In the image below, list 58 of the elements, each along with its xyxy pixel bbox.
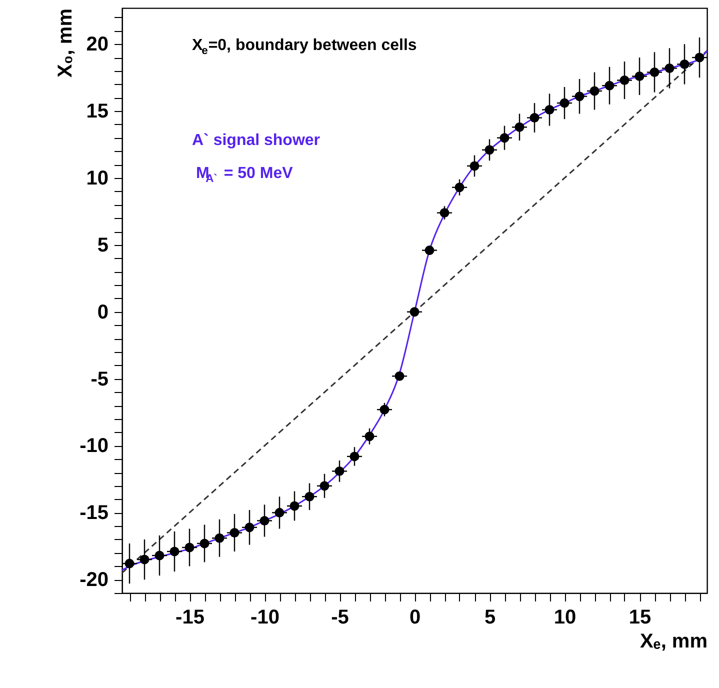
point [470,161,480,171]
point [394,371,404,381]
point [364,432,374,442]
point [664,64,674,73]
point [530,113,540,123]
point [214,533,224,543]
x-tick-label: 5 [484,606,496,628]
point [634,72,644,82]
y-tick-label: 5 [97,234,108,256]
point [454,182,464,192]
y-tick-label: -10 [80,435,108,458]
point [334,466,344,476]
point [590,86,600,96]
point [290,501,300,511]
y-tick-label: 0 [97,301,108,324]
point [274,508,284,518]
point [650,68,660,77]
point [244,522,254,532]
point [184,542,194,552]
point [154,550,164,560]
y-tick-label: 20 [86,34,108,56]
point [680,59,690,69]
point [320,481,330,491]
point [500,133,510,143]
y-tick-label: -15 [80,502,108,524]
y-tick-label: 10 [86,168,108,190]
point [484,145,494,155]
point [440,208,450,218]
point [230,528,240,538]
y-tick-label: 15 [86,100,108,123]
x-tick-label: 10 [554,606,576,628]
point [574,92,584,102]
y-axis-title: X₀, mm [54,8,77,78]
point [200,538,210,548]
point [124,558,134,568]
point [350,452,360,462]
annotation: A` signal shower [192,132,320,149]
point [424,246,434,256]
x-tick-label: -15 [176,606,204,628]
point [560,98,570,108]
x-tick-label: -10 [250,606,280,628]
x-tick-label: 0 [409,606,421,628]
point [604,80,614,90]
point [620,76,630,86]
point [410,307,420,317]
x-axis-title: Xₑ, mm [640,630,708,652]
x-tick-label: 15 [628,606,652,628]
point [304,492,314,502]
y-tick-label: -5 [90,368,108,390]
point [514,122,524,132]
point [694,52,704,62]
point [380,404,390,414]
point [140,554,150,564]
x-tick-label: -5 [331,606,349,628]
y-tick-label: -20 [80,569,108,592]
point [170,546,180,556]
point [544,105,554,114]
point [260,516,270,526]
